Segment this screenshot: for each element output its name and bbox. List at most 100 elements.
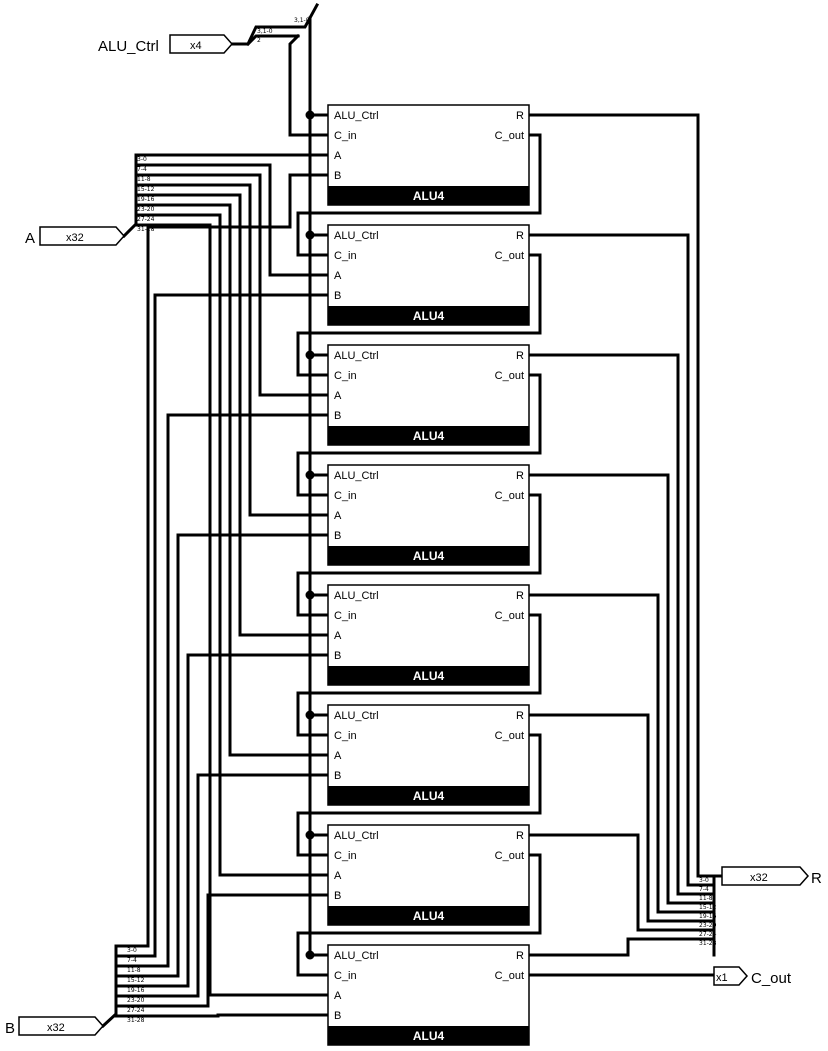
port-c-out: C_out — [495, 730, 524, 742]
junction-dot — [305, 470, 315, 480]
r-output[interactable]: x32 R — [721, 866, 822, 887]
alu4-blocks: ALU4ALU_CtrlC_inABRC_outALU4ALU_CtrlC_in… — [327, 104, 530, 1046]
port-b: B — [334, 290, 341, 302]
alu4-block[interactable]: ALU4 ALU_Ctrl C_in AB R C_out — [327, 824, 530, 926]
alu4-block[interactable]: ALU4 ALU_Ctrl C_in AB R C_out — [327, 344, 530, 446]
junction-dot — [305, 590, 315, 600]
port-c-out: C_out — [495, 250, 524, 262]
a-bus-tap-label: 27-24 — [137, 216, 155, 223]
wire-layer — [114, 110, 716, 1018]
port-b: B — [334, 770, 341, 782]
port-c-out: C_out — [495, 490, 524, 502]
alu-ctrl-input[interactable]: x4 ALU_Ctrl — [98, 34, 234, 55]
b-bit-wire — [114, 653, 330, 988]
port-b: B — [334, 650, 341, 662]
a-bit-wire — [134, 193, 330, 637]
alu4-title: ALU4 — [413, 189, 445, 203]
alu4-block[interactable]: ALU4 ALU_Ctrl C_in AB R C_out — [327, 944, 530, 1046]
alu4-title-band — [328, 786, 529, 805]
r-bus-tap-label: 11-8 — [699, 895, 713, 902]
port-alu-ctrl: ALU_Ctrl — [334, 470, 379, 482]
alu4-block[interactable]: ALU4 ALU_Ctrl C_in AB R C_out — [327, 704, 530, 806]
bus-bit-labels: 3-0 3-0 3-0 7-4 7-4 7-4 11-8 11-8 11-8 15-12 15-12… — [127, 156, 717, 1024]
port-b: B — [334, 1010, 341, 1022]
port-alu-ctrl: ALU_Ctrl — [334, 230, 379, 242]
b-bus-tap-label: 19-16 — [127, 987, 145, 994]
a-bus-tap-label: 23-20 — [137, 206, 155, 213]
r-bit-wire — [527, 353, 716, 896]
port-b: B — [334, 530, 341, 542]
ctrl-split-bits-top: 3,1-0 — [294, 17, 310, 24]
port-r: R — [516, 590, 524, 602]
port-alu-ctrl: ALU_Ctrl — [334, 590, 379, 602]
b-bit-wire — [114, 1013, 330, 1018]
a-bit-wire — [134, 163, 330, 277]
junction-dot — [305, 710, 315, 720]
port-c-out: C_out — [495, 130, 524, 142]
port-b: B — [334, 890, 341, 902]
port-a: A — [334, 870, 342, 882]
port-c-in: C_in — [334, 610, 357, 622]
port-b: B — [334, 410, 341, 422]
a-bit-wire — [134, 213, 330, 877]
r-bus-tap-label: 19-16 — [699, 913, 717, 920]
a-input[interactable]: x32 A — [25, 226, 126, 247]
c-out-output[interactable]: x1 C_out — [713, 966, 792, 987]
a-width: x32 — [66, 232, 84, 244]
port-a: A — [334, 390, 342, 402]
port-c-out: C_out — [495, 850, 524, 862]
carry-wire — [296, 493, 542, 617]
b-bus-tap-label: 11-8 — [127, 967, 141, 974]
a-bus-tap-label: 31-28 — [137, 226, 155, 233]
alu-ctrl-label: ALU_Ctrl — [98, 38, 159, 55]
r-bus-tap-label: 27-24 — [699, 931, 717, 938]
port-c-in: C_in — [334, 490, 357, 502]
alu4-block[interactable]: ALU4 ALU_Ctrl C_in AB R C_out — [327, 224, 530, 326]
alu4-title-band — [328, 426, 529, 445]
alu4-block[interactable]: ALU4 ALU_Ctrl C_in AB R C_out — [327, 104, 530, 206]
alu4-title-band — [328, 666, 529, 685]
r-bit-wire — [527, 937, 716, 957]
b-bit-wire — [114, 893, 330, 1008]
alu4-title: ALU4 — [413, 549, 445, 563]
a-bit-wire — [134, 183, 330, 517]
r-bit-wire — [527, 833, 716, 932]
r-label: R — [811, 870, 822, 887]
alu4-title-band — [328, 546, 529, 565]
alu4-title: ALU4 — [413, 429, 445, 443]
b-bus-tap-label: 7-4 — [127, 957, 137, 964]
a-bit-wire — [134, 223, 330, 997]
b-bit-wire — [114, 533, 330, 978]
ctrl-split-bits-mid: 3,1-0 — [257, 28, 273, 35]
alu4-title: ALU4 — [413, 1029, 445, 1043]
port-c-in: C_in — [334, 850, 357, 862]
r-bus-tap-label: 15-12 — [699, 904, 717, 911]
port-c-out: C_out — [495, 610, 524, 622]
b-bit-wire — [114, 413, 330, 968]
port-a: A — [334, 750, 342, 762]
r-bus-tap-label: 7-4 — [699, 886, 709, 893]
b-bus-tap-label: 15-12 — [127, 977, 145, 984]
r-bit-wire — [527, 233, 716, 887]
port-c-in: C_in — [334, 370, 357, 382]
port-b: B — [334, 170, 341, 182]
port-c-out: C_out — [495, 970, 524, 982]
port-a: A — [334, 150, 342, 162]
port-c-in: C_in — [334, 250, 357, 262]
b-input[interactable]: x32 B — [5, 1016, 105, 1037]
alu4-block[interactable]: ALU4 ALU_Ctrl C_in AB R C_out — [327, 464, 530, 566]
port-r: R — [516, 230, 524, 242]
port-c-out: C_out — [495, 370, 524, 382]
alu4-title: ALU4 — [413, 309, 445, 323]
b-bit-wire — [114, 773, 330, 998]
alu4-block[interactable]: ALU4 ALU_Ctrl C_in AB R C_out — [327, 584, 530, 686]
port-a: A — [334, 990, 342, 1002]
carry-wire — [296, 253, 542, 377]
c-out-width: x1 — [716, 972, 728, 984]
carry-wire — [296, 853, 542, 977]
junction-dot — [305, 110, 315, 120]
port-a: A — [334, 630, 342, 642]
port-alu-ctrl: ALU_Ctrl — [334, 830, 379, 842]
ctrl-split-bits-low: 2 — [257, 37, 261, 44]
